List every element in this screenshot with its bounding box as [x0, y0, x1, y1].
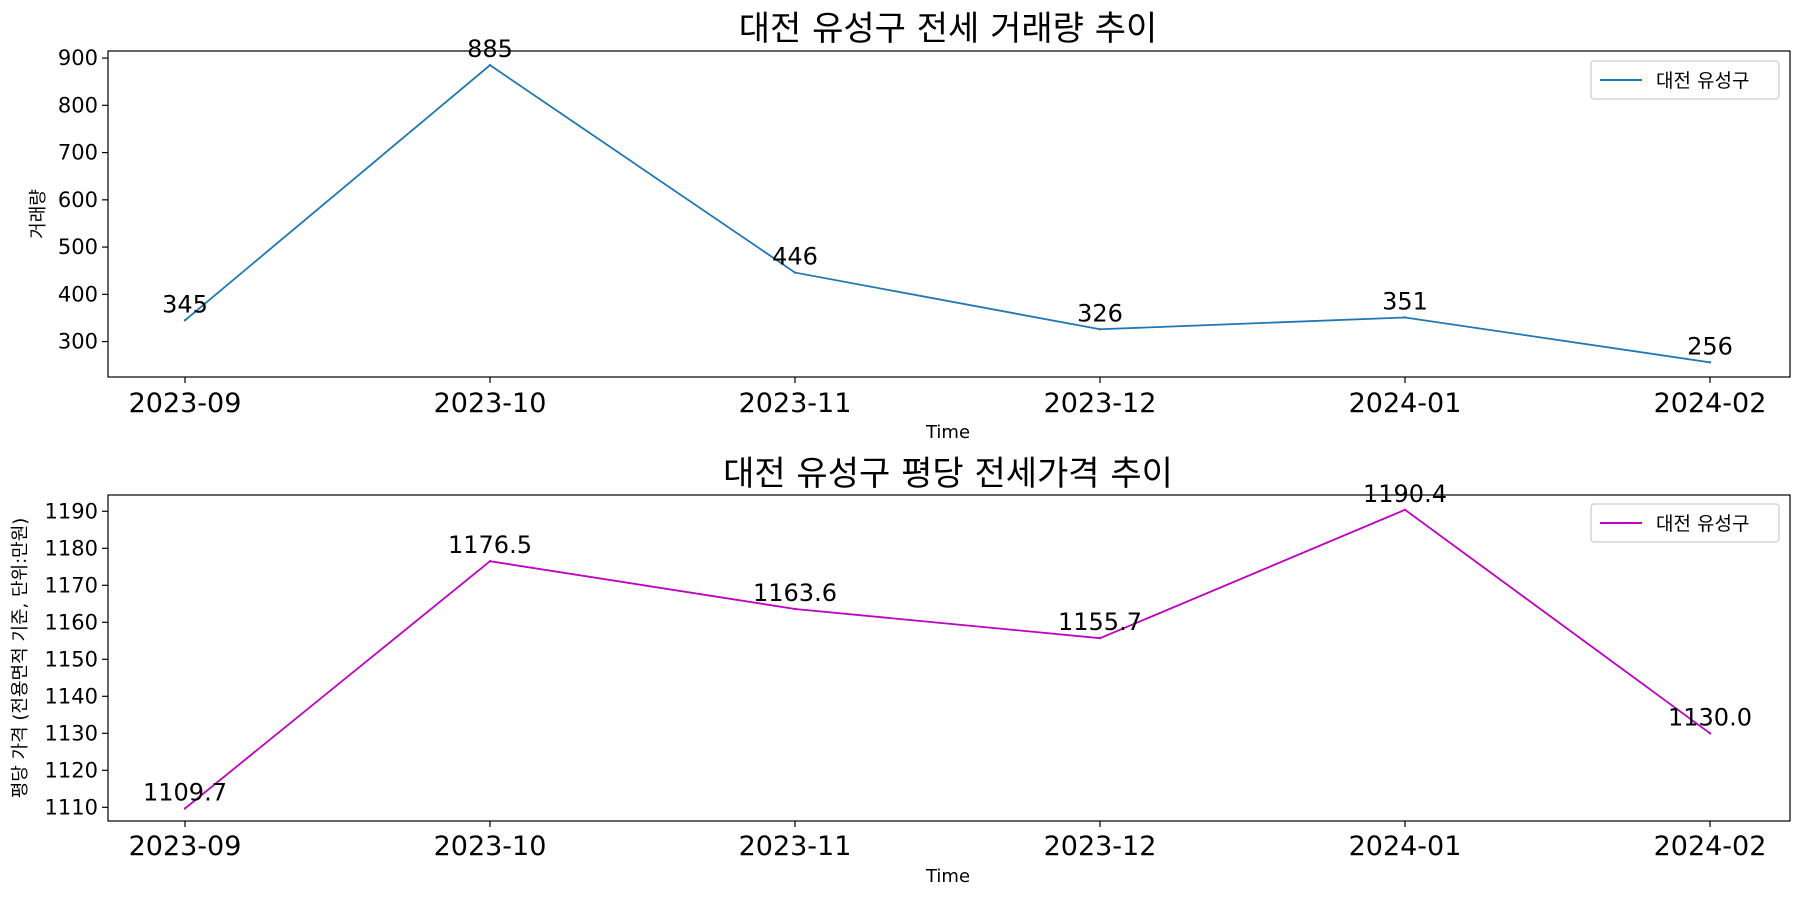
x-tick-label: 2023-11: [739, 388, 852, 419]
legend: 대전 유성구: [1590, 503, 1780, 543]
legend-label: 대전 유성구: [1656, 513, 1749, 535]
data-label: 446: [772, 243, 818, 271]
x-tick-label: 2023-09: [129, 388, 242, 419]
data-point: [793, 271, 797, 274]
y-axis-label: 평당 가격 (전용면적 기준, 단위:만원): [10, 518, 31, 799]
data-point: [183, 319, 187, 322]
x-tick-label: 2023-10: [434, 831, 547, 862]
data-label: 1163.6: [753, 579, 837, 607]
y-tick-label: 500: [58, 235, 98, 259]
y-axis-ticks: 300 400 500 600 700 800 900: [58, 46, 108, 354]
data-label: 1155.7: [1058, 608, 1142, 636]
volume-chart: 대전 유성구 전세 거래량 추이 300 400 500 600 700 800 900 2…: [28, 9, 1791, 443]
plot-frame: [107, 494, 1791, 822]
data-point: [1098, 637, 1102, 640]
data-label: 1130.0: [1668, 703, 1752, 731]
data-point: [183, 807, 187, 810]
y-tick-label: 900: [58, 46, 98, 70]
y-tick-label: 1130: [45, 721, 98, 745]
y-tick-label: 1160: [45, 610, 98, 634]
y-tick-label: 300: [58, 330, 98, 354]
data-label: 1176.5: [448, 531, 532, 559]
x-axis-label: Time: [925, 422, 970, 443]
data-point: [1708, 361, 1712, 364]
series-line: [184, 508, 1711, 810]
data-point: [1708, 732, 1712, 735]
y-tick-label: 700: [58, 141, 98, 165]
y-tick-label: 1180: [45, 536, 98, 560]
price-chart: 대전 유성구 평당 전세가격 추이 1110112011301140115011…: [10, 454, 1791, 887]
x-axis-ticks: 2023-09 2023-10 2023-11 2023-12 2024-01 2024-…: [129, 377, 1767, 419]
data-label: 1190.4: [1363, 480, 1447, 508]
data-label: 351: [1382, 287, 1428, 315]
y-tick-label: 1150: [45, 647, 98, 671]
data-point: [488, 560, 492, 563]
data-label: 885: [467, 35, 513, 63]
data-point: [488, 63, 492, 67]
data-label: 345: [162, 290, 208, 318]
legend-box: [1590, 60, 1780, 100]
legend: 대전 유성구: [1590, 60, 1780, 100]
x-axis-label: Time: [925, 866, 970, 887]
data-point: [1403, 316, 1407, 319]
y-tick-label: 1120: [45, 758, 98, 782]
y-tick-label: 1170: [45, 573, 98, 597]
data-point: [1403, 508, 1407, 512]
y-tick-label: 600: [58, 188, 98, 212]
data-labels: 345 885 446 326 351 256: [162, 35, 1733, 364]
data-point: [1098, 328, 1102, 331]
data-label: 256: [1687, 332, 1733, 360]
legend-label: 대전 유성구: [1656, 70, 1749, 92]
x-tick-label: 2024-02: [1654, 388, 1767, 419]
data-point: [793, 607, 797, 611]
data-label: 326: [1077, 299, 1123, 327]
x-tick-label: 2024-01: [1349, 831, 1462, 862]
y-tick-label: 1110: [45, 795, 98, 819]
data-label: 1109.7: [143, 778, 227, 806]
plot-frame: [107, 50, 1791, 378]
x-tick-label: 2024-02: [1654, 831, 1767, 862]
y-tick-label: 1140: [45, 684, 98, 708]
data-labels: 1109.7 1176.5 1163.6 1155.7 1190.4 1130.0: [143, 480, 1752, 810]
chart-title: 대전 유성구 평당 전세가격 추이: [723, 454, 1173, 494]
y-tick-label: 400: [58, 282, 98, 306]
y-tick-label: 800: [58, 93, 98, 117]
y-tick-label: 1190: [45, 499, 98, 523]
x-tick-label: 2023-10: [434, 388, 547, 419]
x-tick-label: 2024-01: [1349, 388, 1462, 419]
y-axis-ticks: 1110 1120 1130 1140 1150 1160 1170 1180 1190: [45, 499, 108, 819]
x-tick-label: 2023-12: [1044, 831, 1157, 862]
x-axis-ticks: 2023-09 2023-10 2023-11 2023-12 2024-01 2024-…: [129, 821, 1767, 862]
x-tick-label: 2023-12: [1044, 388, 1157, 419]
legend-box: [1590, 503, 1780, 543]
x-tick-label: 2023-11: [739, 831, 852, 862]
series-line: [184, 64, 1711, 364]
chart-title: 대전 유성구 전세 거래량 추이: [739, 9, 1158, 49]
y-axis-label: 거래량: [28, 189, 49, 239]
x-tick-label: 2023-09: [129, 831, 242, 862]
